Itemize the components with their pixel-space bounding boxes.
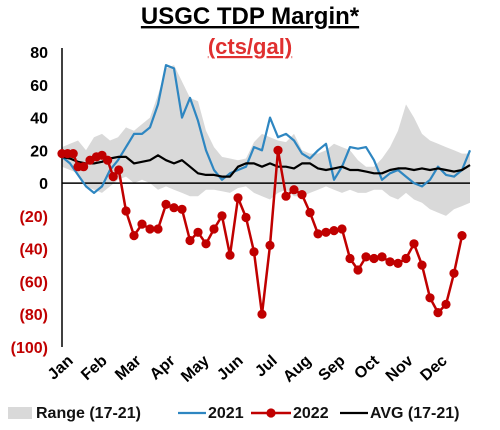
point-2022 xyxy=(108,172,118,182)
chart-title: USGC TDP Margin* xyxy=(141,3,360,30)
point-2022 xyxy=(103,155,113,165)
point-2022 xyxy=(153,224,163,234)
point-2022 xyxy=(225,250,235,260)
x-tick-label: Jun xyxy=(214,352,247,384)
x-tick-label: Apr xyxy=(147,352,179,383)
x-tick-label: May xyxy=(178,352,213,386)
point-2022 xyxy=(209,224,219,234)
point-2022 xyxy=(265,240,275,250)
point-2022 xyxy=(129,231,139,241)
point-2022 xyxy=(257,309,267,319)
point-2022 xyxy=(345,253,355,264)
point-2022 xyxy=(193,227,203,237)
range-band-area xyxy=(62,65,470,216)
range-band-layer xyxy=(62,65,470,216)
point-2022 xyxy=(145,224,155,234)
series-line-avg-17-21 xyxy=(61,154,471,178)
point-2022 xyxy=(185,235,195,246)
point-2022 xyxy=(337,224,347,234)
y-tick-label: 60 xyxy=(30,78,48,95)
x-tick-label: Oct xyxy=(351,352,383,383)
y-tick-label: (60) xyxy=(20,274,48,291)
y-tick-label: (20) xyxy=(20,209,48,226)
legend-label: AVG (17-21) xyxy=(370,405,460,422)
point-2022 xyxy=(273,145,283,155)
point-2022 xyxy=(177,204,187,214)
point-2022 xyxy=(393,258,403,268)
x-tick-label: Feb xyxy=(78,352,111,384)
point-2022 xyxy=(297,190,307,200)
x-tick-label: Aug xyxy=(280,352,314,385)
y-tick-labels: 80 60 40 20 0 (20) (40) (60) (80) (100) xyxy=(11,45,48,357)
legend-label: Range (17-21) xyxy=(36,405,141,422)
point-2022 xyxy=(353,265,363,275)
x-tick-label: Jan xyxy=(45,352,77,383)
chart-subtitle: (cts/gal) xyxy=(208,34,292,59)
legend-item: 2022 xyxy=(251,405,329,422)
point-2022 xyxy=(233,193,243,203)
series-layer xyxy=(57,63,472,319)
point-2022 xyxy=(241,212,251,223)
point-2022 xyxy=(217,211,227,221)
point-2022 xyxy=(289,185,299,195)
legend: Range (17-21) 2021 2022 AVG (17-21) xyxy=(8,405,460,422)
x-tick-label: Dec xyxy=(417,352,450,384)
legend-swatch-marker xyxy=(266,408,276,418)
point-2022 xyxy=(425,293,435,303)
point-2022 xyxy=(68,149,78,159)
y-tick-label: 80 xyxy=(30,45,48,62)
x-tick-label: Nov xyxy=(383,352,417,385)
x-tick-label: Jul xyxy=(252,352,281,380)
point-2022 xyxy=(137,219,147,229)
y-tick-label: (40) xyxy=(20,242,48,259)
legend-item: 2021 xyxy=(178,405,244,422)
point-2022 xyxy=(361,252,371,262)
legend-label: 2021 xyxy=(208,405,244,422)
point-2022 xyxy=(305,208,315,218)
point-2022 xyxy=(369,253,379,264)
legend-item: AVG (17-21) xyxy=(340,405,460,422)
point-2022 xyxy=(409,239,419,249)
x-tick-label: Sep xyxy=(315,352,348,384)
y-tick-label: (100) xyxy=(11,340,48,357)
point-2022 xyxy=(321,227,331,237)
legend-label: 2022 xyxy=(293,405,329,422)
point-2022 xyxy=(313,229,323,239)
point-2022 xyxy=(449,268,459,278)
point-2022 xyxy=(169,203,179,213)
point-2022 xyxy=(249,247,259,257)
point-2022 xyxy=(441,299,451,309)
point-2022 xyxy=(114,165,124,175)
point-2022 xyxy=(377,252,387,262)
y-tick-label: (80) xyxy=(20,307,48,324)
legend-item: Range (17-21) xyxy=(8,405,141,422)
legend-swatch-range xyxy=(8,407,32,419)
point-2022 xyxy=(281,191,291,201)
y-tick-label: 20 xyxy=(30,143,48,160)
point-2022 xyxy=(385,257,395,267)
point-2022 xyxy=(433,308,443,318)
point-2022 xyxy=(161,199,171,209)
x-tick-label: Mar xyxy=(112,352,145,384)
point-2022 xyxy=(121,206,131,216)
axis-layer xyxy=(61,48,470,347)
point-2022 xyxy=(201,239,211,249)
y-tick-label: 0 xyxy=(39,176,48,193)
x-tick-labels: Jan Feb Mar Apr May Jun Jul Aug Sep Oct Nov Dec xyxy=(45,352,451,386)
point-2022 xyxy=(417,260,427,270)
y-tick-label: 40 xyxy=(30,111,48,128)
point-2022 xyxy=(401,253,411,264)
point-2022 xyxy=(329,226,339,236)
point-2022 xyxy=(79,162,89,172)
series-line-2021 xyxy=(61,63,472,194)
point-2022 xyxy=(457,231,467,241)
